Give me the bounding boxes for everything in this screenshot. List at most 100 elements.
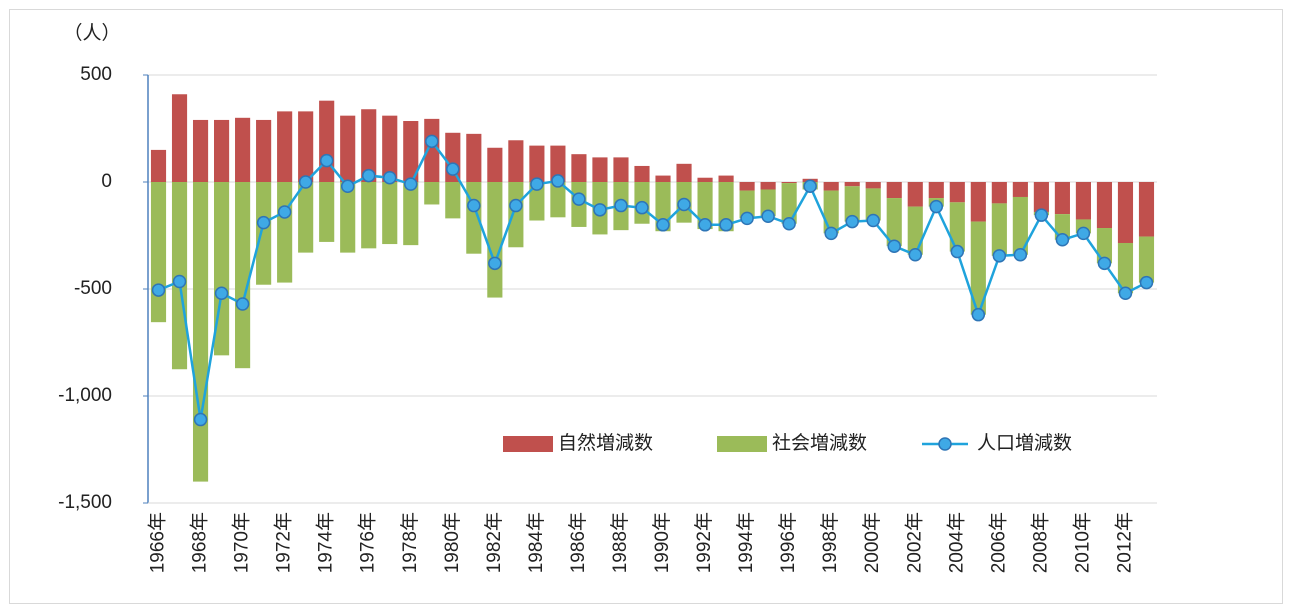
bar: [361, 182, 377, 249]
bar: [403, 121, 419, 182]
x-tick-label: 1966年: [147, 512, 169, 573]
bar: [907, 206, 923, 255]
bar: [403, 182, 419, 246]
line-marker: [656, 218, 670, 232]
line-marker: [593, 203, 607, 217]
legend-swatch: [717, 436, 767, 452]
bar: [340, 182, 356, 253]
line-marker: [698, 218, 712, 232]
bar: [886, 182, 902, 199]
bar: [445, 182, 461, 219]
line-marker: [488, 256, 502, 271]
line-marker: [530, 177, 544, 191]
line-marker: [193, 412, 208, 427]
bar: [865, 188, 881, 221]
bar: [1096, 228, 1113, 264]
x-tick-label: 2006年: [987, 512, 1009, 573]
bar: [697, 177, 713, 182]
bar: [235, 182, 251, 369]
line-marker: [446, 162, 460, 176]
line-marker: [298, 175, 313, 189]
x-tick-label: 1986年: [567, 512, 589, 573]
bar: [150, 149, 167, 182]
bar: [865, 182, 881, 189]
bar: [760, 189, 776, 217]
x-tick-label: 1972年: [273, 512, 295, 573]
x-tick-label: 1990年: [651, 512, 673, 573]
x-tick-label: 2000年: [861, 512, 883, 573]
line-marker: [866, 213, 880, 228]
line-marker: [614, 198, 628, 213]
line-marker: [1076, 226, 1091, 241]
bar: [991, 203, 1007, 256]
bar: [760, 182, 776, 190]
legend-label: 社会増減数: [772, 432, 867, 454]
bar: [1054, 214, 1070, 240]
bar: [739, 182, 755, 191]
bar: [424, 118, 440, 182]
x-tick-label: 2004年: [945, 512, 967, 573]
bar: [382, 182, 398, 245]
bar: [487, 182, 503, 298]
bar: [781, 183, 797, 224]
line-marker: [340, 179, 355, 194]
bar: [781, 182, 797, 184]
line-marker: [235, 297, 250, 311]
bar: [529, 182, 545, 221]
line-marker: [887, 239, 901, 253]
bar: [192, 182, 209, 482]
bar: [171, 94, 188, 182]
line-marker: [404, 177, 418, 191]
bar: [1138, 236, 1155, 283]
bar: [550, 145, 566, 182]
bar: [676, 163, 692, 182]
bar: [844, 186, 860, 222]
bar: [319, 182, 335, 242]
line-marker: [677, 197, 691, 212]
bar: [1033, 182, 1049, 212]
line-marker: [572, 192, 586, 206]
bar: [508, 140, 524, 182]
x-tick-label: 2008年: [1029, 512, 1051, 573]
x-tick-label: 1982年: [483, 512, 505, 573]
x-tick-label: 2002年: [903, 512, 925, 573]
bar: [214, 119, 230, 182]
bar: [235, 117, 251, 182]
line-marker: [319, 153, 334, 168]
line-marker: [467, 198, 481, 213]
x-tick-label: 1984年: [525, 512, 547, 573]
line-marker: [361, 168, 376, 183]
bar: [592, 157, 608, 182]
bar: [1012, 182, 1028, 197]
line-marker: [1034, 208, 1049, 222]
line-marker: [761, 209, 775, 223]
bar: [150, 182, 167, 323]
bar: [256, 119, 272, 182]
bar: [319, 100, 335, 182]
line-marker: [1097, 256, 1112, 271]
line-marker: [214, 286, 229, 301]
bar: [277, 111, 293, 182]
bar: [571, 154, 587, 182]
x-tick-label: 1970年: [231, 512, 253, 573]
x-tick-label: 2012年: [1113, 512, 1135, 573]
line-marker: [908, 248, 923, 262]
line-marker: [719, 218, 733, 232]
bar: [382, 115, 398, 182]
x-tick-label: 1992年: [693, 512, 715, 573]
legend-swatch: [503, 436, 553, 452]
legend-label: 自然増減数: [558, 432, 653, 454]
bar: [1138, 182, 1155, 237]
bar: [1117, 182, 1134, 243]
bar: [192, 119, 209, 182]
x-tick-label: 1994年: [735, 512, 757, 573]
y-tick-label: 500: [80, 64, 112, 85]
x-tick-label: 1988年: [609, 512, 631, 573]
line-marker: [256, 215, 271, 230]
bar: [928, 182, 944, 199]
line-marker: [635, 200, 649, 215]
y-tick-label: -1,500: [58, 492, 112, 513]
bar: [466, 133, 482, 182]
